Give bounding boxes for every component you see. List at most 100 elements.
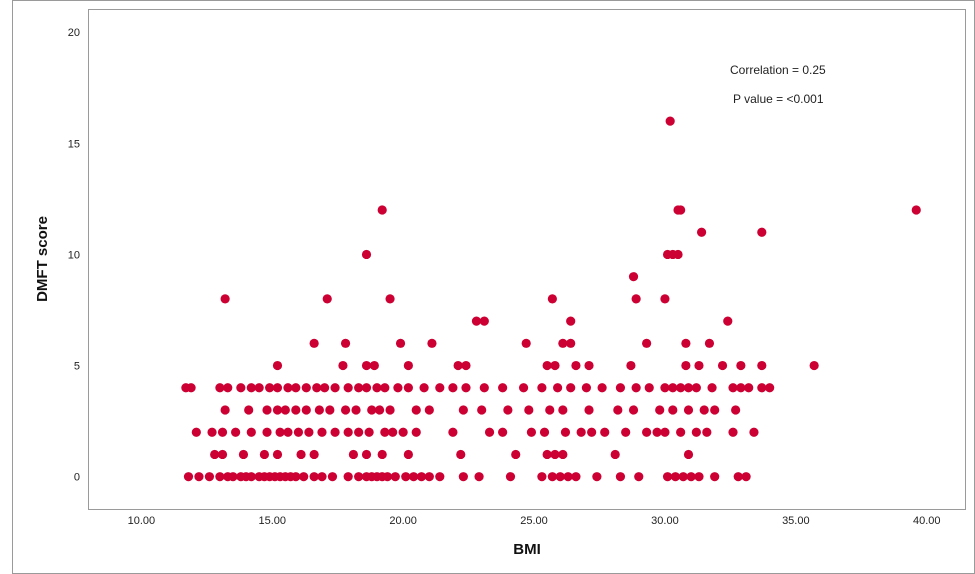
scatter-point <box>911 205 921 215</box>
y-tick-label: 20 <box>68 27 80 39</box>
scatter-point <box>312 383 322 393</box>
scatter-point <box>236 383 246 393</box>
scatter-point <box>228 472 238 482</box>
scatter-point <box>272 405 283 415</box>
scatter-point <box>757 360 767 371</box>
scatter-point <box>542 449 552 460</box>
scatter-point <box>395 338 406 348</box>
scatter-point <box>479 316 489 326</box>
scatter-point <box>348 449 359 460</box>
scatter-point <box>547 294 557 304</box>
scatter-point <box>304 427 314 437</box>
x-tick-label: 10.00 <box>128 515 156 527</box>
scatter-point <box>518 383 529 393</box>
scatter-point <box>600 427 610 437</box>
scatter-point <box>453 360 463 371</box>
scatter-point <box>246 427 256 437</box>
scatter-point <box>461 360 471 371</box>
scatter-point <box>498 383 508 393</box>
scatter-point <box>340 405 351 415</box>
scatter-point <box>361 249 372 260</box>
scatter-point <box>448 427 458 437</box>
scatter-point <box>683 449 694 460</box>
scatter-point <box>681 338 691 348</box>
scatter-point <box>691 427 701 437</box>
scatter-point <box>581 383 592 393</box>
scatter-point <box>309 449 319 460</box>
scatter-point <box>597 383 607 393</box>
scatter-point <box>191 427 201 437</box>
scatter-point <box>377 449 387 460</box>
scatter-point <box>424 472 434 482</box>
scatter-point <box>388 427 398 437</box>
scatter-point <box>291 405 301 415</box>
scatter-point <box>524 405 534 415</box>
scatter-point <box>207 427 217 437</box>
scatter-point <box>403 360 413 371</box>
scatter-point <box>809 360 819 371</box>
scatter-point <box>416 472 427 482</box>
scatter-point <box>542 360 552 371</box>
scatter-point <box>435 472 445 482</box>
scatter-point <box>744 383 754 393</box>
scatter-point <box>670 472 681 482</box>
scatter-point <box>613 405 623 415</box>
scatter-point <box>322 294 332 304</box>
scatter-point <box>309 338 319 348</box>
scatter-point <box>673 249 683 260</box>
scatter-point <box>369 360 379 371</box>
scatter-point <box>676 427 686 437</box>
scatter-point <box>361 360 372 371</box>
scatter-point <box>246 472 256 482</box>
scatter-point <box>537 472 547 482</box>
scatter-point <box>547 472 557 482</box>
x-tick-label: 25.00 <box>520 515 548 527</box>
scatter-point <box>265 383 275 393</box>
scatter-point <box>702 427 712 437</box>
scatter-point <box>511 449 521 460</box>
scatter-point <box>610 449 620 460</box>
scatter-point <box>484 427 495 437</box>
scatter-point <box>699 405 709 415</box>
scatter-point <box>254 383 264 393</box>
x-axis-title: BMI <box>513 541 541 558</box>
scatter-point <box>411 427 421 437</box>
scatter-point <box>765 383 775 393</box>
scatter-point <box>678 472 688 482</box>
scatter-point <box>550 360 560 371</box>
outer-frame <box>12 0 975 574</box>
scatter-point <box>723 316 733 326</box>
scatter-point <box>707 383 717 393</box>
scatter-point <box>710 472 720 482</box>
scatter-point <box>217 427 228 437</box>
scatter-point <box>327 472 338 482</box>
x-tick-label: 35.00 <box>782 515 810 527</box>
scatter-point <box>736 360 746 371</box>
scatter-point <box>458 405 468 415</box>
scatter-point <box>215 383 225 393</box>
scatter-point <box>435 383 445 393</box>
scatter-point <box>521 338 531 348</box>
scatter-point <box>293 427 304 437</box>
scatter-point <box>215 472 225 482</box>
scatter-point <box>246 383 256 393</box>
scatter-point <box>330 427 340 437</box>
scatter-point <box>364 427 374 437</box>
y-tick-label: 15 <box>68 138 80 150</box>
scatter-point <box>683 383 694 393</box>
scatter-point <box>662 472 673 482</box>
scatter-point <box>660 294 670 304</box>
scatter-point <box>558 338 568 348</box>
plot-area <box>88 9 966 510</box>
scatter-point <box>728 427 738 437</box>
scatter-point <box>655 405 665 415</box>
scatter-point <box>615 383 626 393</box>
x-axis-ticks: 10.00 15.00 20.00 25.00 30.00 35.00 40.00 <box>128 515 941 527</box>
scatter-point <box>526 427 537 437</box>
scatter-point <box>291 383 301 393</box>
scatter-point <box>741 472 751 482</box>
scatter-point <box>563 472 573 482</box>
scatter-point <box>660 427 670 437</box>
x-tick-label: 40.00 <box>913 515 941 527</box>
p-value-annotation: P value = <0.001 <box>733 92 824 106</box>
